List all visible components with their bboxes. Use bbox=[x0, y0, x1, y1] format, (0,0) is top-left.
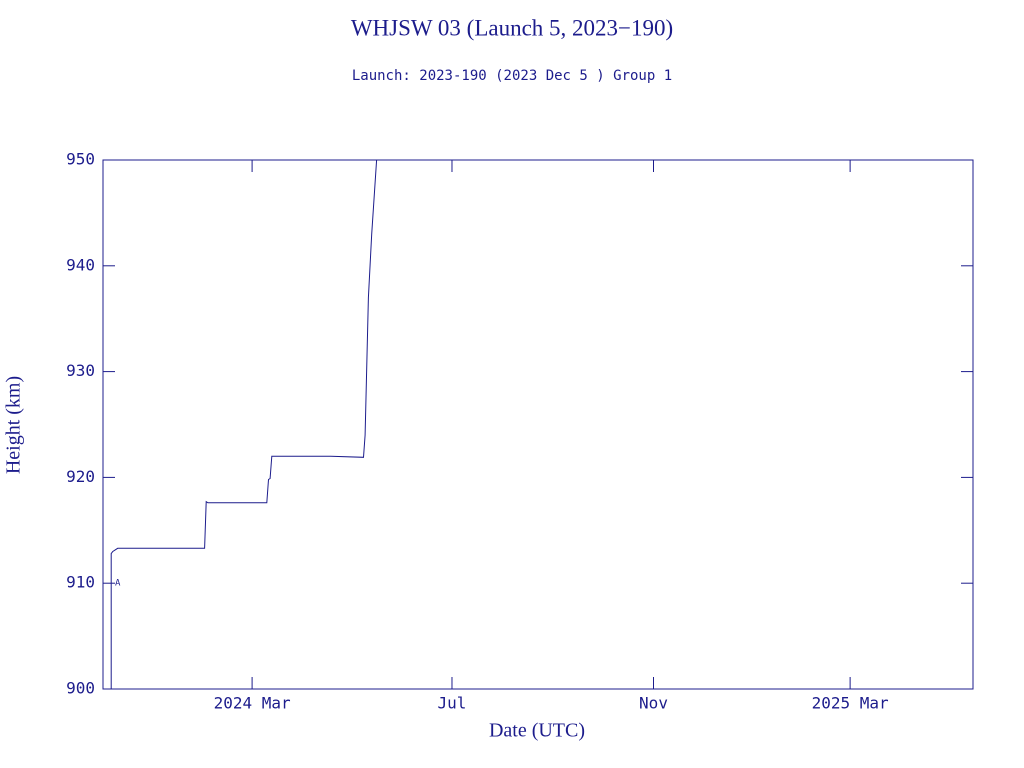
x-tick-label: 2025 Mar bbox=[812, 694, 889, 713]
y-tick-label: 920 bbox=[66, 467, 95, 486]
y-tick-label: 940 bbox=[66, 255, 95, 274]
x-tick-label: 2024 Mar bbox=[214, 694, 291, 713]
x-tick-label: Nov bbox=[639, 694, 668, 713]
x-tick-label: Jul bbox=[438, 694, 467, 713]
plot-frame bbox=[102, 159, 974, 690]
x-axis-label: Date (UTC) bbox=[489, 720, 585, 742]
annotation: A bbox=[115, 579, 121, 589]
data-line bbox=[110, 159, 378, 689]
y-tick-label: 930 bbox=[66, 361, 95, 380]
y-axis-label: Height (km) bbox=[3, 376, 25, 474]
y-tick-label: 950 bbox=[66, 150, 95, 169]
y-tick-label: 910 bbox=[66, 573, 95, 592]
chart-title: WHJSW 03 (Launch 5, 2023−190) bbox=[351, 15, 673, 40]
chart-subtitle: Launch: 2023-190 (2023 Dec 5 ) Group 1 bbox=[352, 68, 672, 84]
y-tick-label: 900 bbox=[66, 679, 95, 698]
